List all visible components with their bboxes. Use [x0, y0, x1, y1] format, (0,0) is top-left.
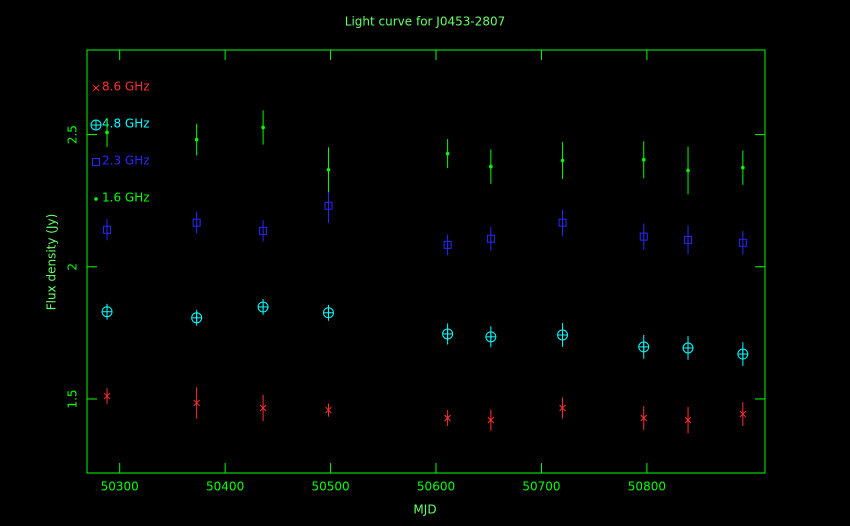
marker	[444, 414, 451, 422]
y-axis-label: Flux density (Jy)	[45, 214, 59, 311]
marker	[445, 151, 450, 156]
marker-stroke	[444, 414, 451, 422]
marker	[193, 399, 201, 407]
marker	[640, 414, 648, 422]
marker-stroke	[739, 410, 747, 418]
y-tick-label: 2	[66, 263, 80, 271]
marker	[638, 341, 650, 353]
marker	[487, 416, 495, 424]
legend-label: 4.8 GHz	[102, 117, 150, 131]
plot-frame	[86, 49, 766, 474]
marker-square	[192, 218, 201, 227]
marker	[741, 165, 745, 170]
marker	[557, 329, 569, 341]
marker-stroke	[103, 392, 111, 400]
marker	[101, 306, 113, 318]
marker	[486, 234, 495, 243]
marker-square	[684, 235, 693, 244]
marker	[485, 331, 497, 343]
marker	[103, 392, 111, 400]
marker-stroke	[325, 406, 332, 414]
marker	[92, 158, 100, 166]
marker-dot	[641, 157, 646, 162]
marker-dot	[94, 197, 98, 201]
marker	[443, 240, 452, 249]
legend-label: 2.3 GHz	[102, 154, 150, 168]
marker-dot	[489, 164, 493, 169]
marker	[324, 201, 333, 210]
marker	[739, 410, 747, 418]
marker-dot	[445, 151, 450, 156]
legend-label: 1.6 GHz	[102, 191, 150, 205]
marker-dot	[686, 168, 690, 173]
marker	[257, 301, 269, 313]
x-tick-label: 50800	[628, 480, 666, 494]
marker	[738, 238, 747, 247]
marker	[103, 225, 112, 234]
marker	[442, 328, 454, 340]
marker	[682, 342, 694, 354]
marker-square	[92, 158, 100, 166]
marker-dot	[326, 167, 331, 172]
marker-dot	[194, 137, 199, 142]
marker	[94, 197, 98, 201]
marker-square	[324, 201, 333, 210]
marker	[322, 307, 334, 319]
marker	[489, 164, 493, 169]
marker-square	[103, 225, 112, 234]
marker	[684, 235, 693, 244]
marker	[737, 348, 749, 360]
marker	[259, 404, 267, 412]
marker	[90, 119, 102, 131]
marker-stroke	[559, 404, 566, 412]
marker-stroke	[259, 404, 267, 412]
marker	[105, 130, 109, 135]
x-axis-label: MJD	[413, 503, 436, 517]
marker-dot	[741, 165, 745, 170]
marker	[686, 168, 690, 173]
y-tick-label: 2.5	[66, 125, 80, 144]
x-tick-label: 50600	[417, 480, 455, 494]
marker	[192, 218, 201, 227]
marker	[559, 404, 566, 412]
y-tick-label: 1.5	[66, 389, 80, 408]
x-tick-label: 50700	[522, 480, 560, 494]
legend-label: 8.6 GHz	[102, 80, 150, 94]
marker-dot	[261, 125, 265, 130]
marker-stroke	[193, 399, 201, 407]
marker-stroke	[640, 414, 648, 422]
marker-square	[639, 232, 648, 241]
marker	[191, 312, 203, 324]
marker	[92, 84, 100, 92]
marker	[194, 137, 199, 142]
marker-square	[259, 226, 268, 235]
marker-square	[486, 234, 495, 243]
chart-title: Light curve for J0453-2807	[345, 15, 505, 29]
marker-stroke	[487, 416, 495, 424]
x-tick-label: 50400	[206, 480, 244, 494]
marker	[558, 218, 567, 227]
marker	[639, 232, 648, 241]
marker	[325, 406, 332, 414]
marker	[684, 416, 692, 424]
marker-square	[558, 218, 567, 227]
marker-square	[738, 238, 747, 247]
marker	[641, 157, 646, 162]
marker-dot	[105, 130, 109, 135]
marker	[261, 125, 265, 130]
marker-stroke	[684, 416, 692, 424]
marker-square	[443, 240, 452, 249]
x-tick-label: 50300	[101, 480, 139, 494]
marker-stroke	[92, 84, 100, 92]
marker	[560, 158, 565, 163]
marker-dot	[560, 158, 565, 163]
marker	[259, 226, 268, 235]
marker	[326, 167, 331, 172]
x-tick-label: 50500	[311, 480, 349, 494]
